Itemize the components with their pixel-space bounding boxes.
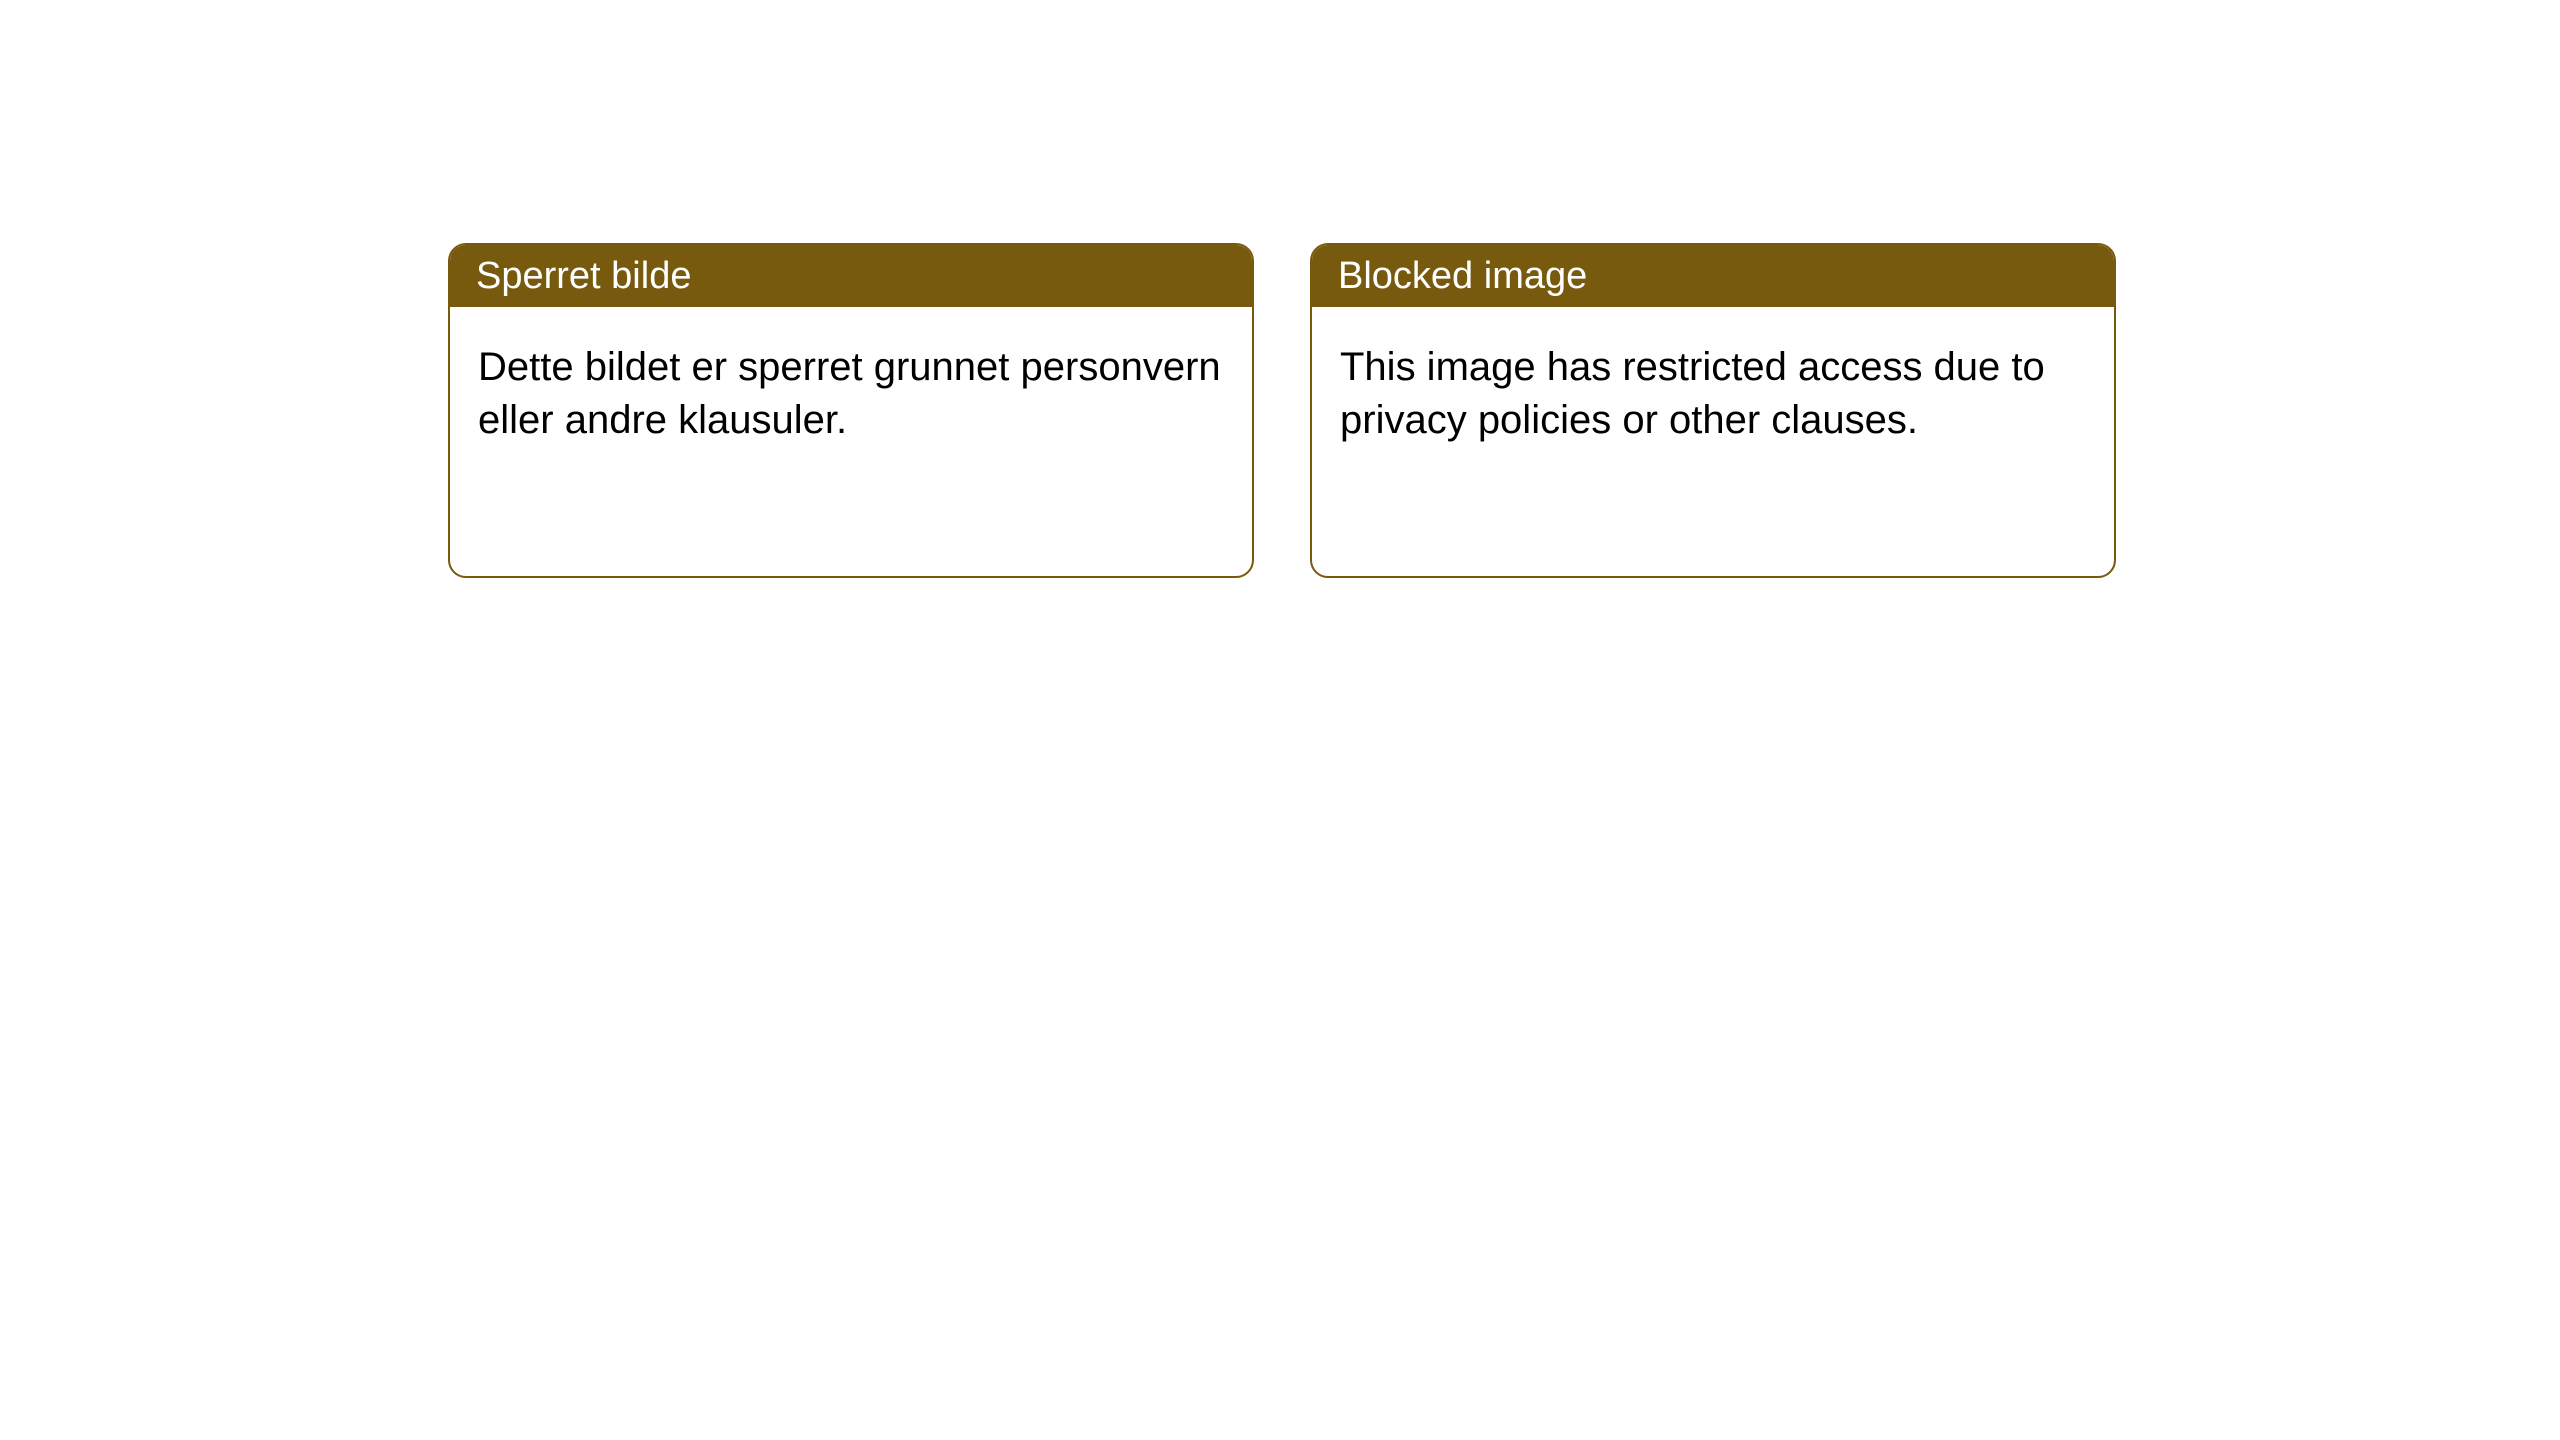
card-header: Blocked image (1312, 245, 2114, 307)
card-body-text: This image has restricted access due to … (1340, 345, 2045, 442)
card-body: This image has restricted access due to … (1312, 307, 2114, 481)
card-body: Dette bildet er sperret grunnet personve… (450, 307, 1252, 481)
card-title: Sperret bilde (476, 255, 691, 298)
notice-container: Sperret bilde Dette bildet er sperret gr… (0, 0, 2560, 578)
card-title: Blocked image (1338, 255, 1587, 298)
notice-card-english: Blocked image This image has restricted … (1310, 243, 2116, 578)
card-body-text: Dette bildet er sperret grunnet personve… (478, 345, 1221, 442)
card-header: Sperret bilde (450, 245, 1252, 307)
notice-card-norwegian: Sperret bilde Dette bildet er sperret gr… (448, 243, 1254, 578)
